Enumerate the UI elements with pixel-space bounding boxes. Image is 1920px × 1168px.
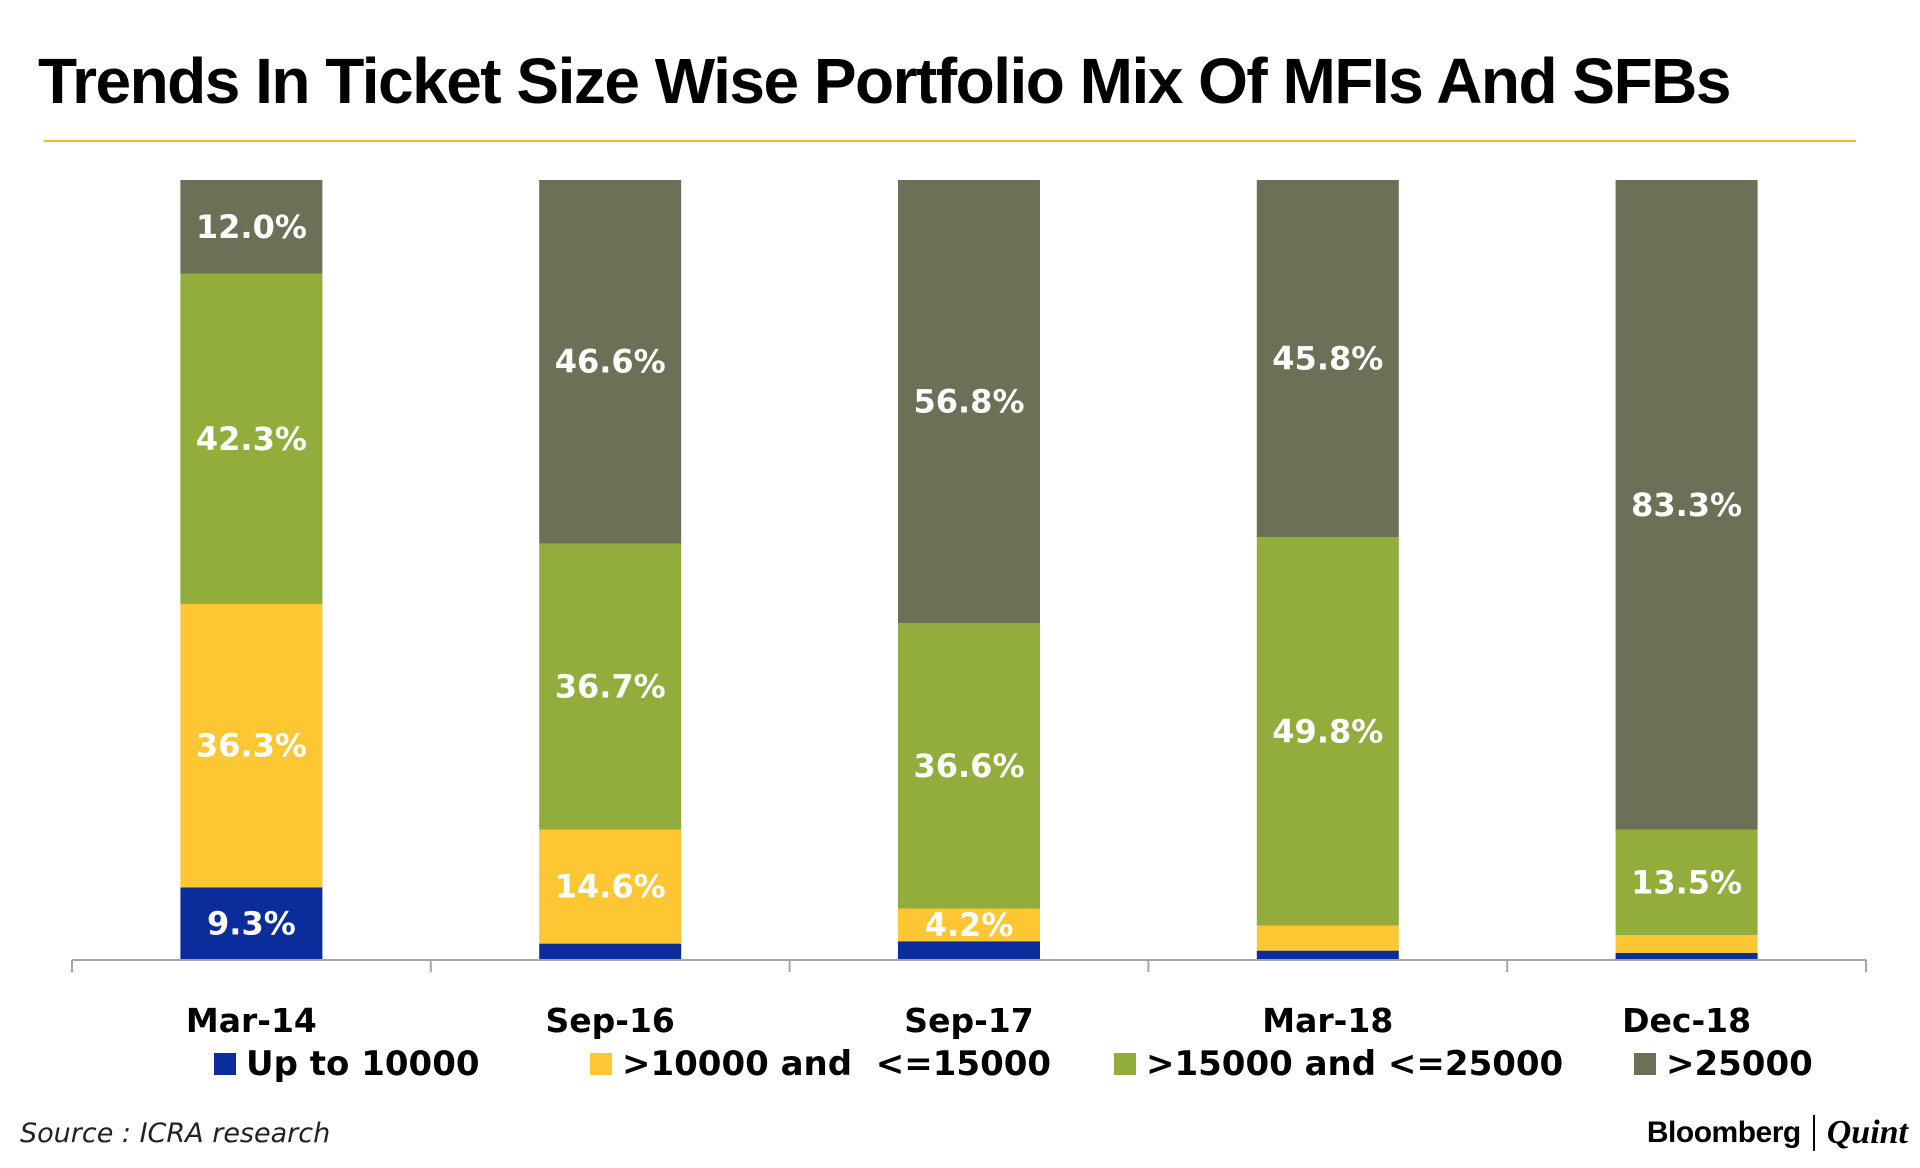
legend-label-15000-to-25000: >15000 and <=25000 [1146,1044,1564,1084]
bar-mar-14-15000-and-25000 [180,273,323,604]
data-label-sep-16-10000-and-15000: 14.6% [555,868,666,906]
data-label-sep-17-25000: 56.8% [913,383,1024,421]
legend-item-up-to-10000: Up to 10000 [214,1044,480,1084]
legend-label-up-to-10000: Up to 10000 [246,1044,480,1084]
x-tick-label-mar-18: Mar-18 [1262,1001,1393,1040]
x-tick-label-dec-18: Dec-18 [1622,1001,1751,1040]
chart-title: Trends In Ticket Size Wise Portfolio Mix… [38,45,1731,117]
bar-mar-18-10000-and-15000 [1256,925,1399,951]
bar-sep-17-10000-and-15000 [898,908,1040,942]
brand-separator [1812,1115,1815,1151]
data-label-mar-18-25000: 45.8% [1272,340,1383,378]
data-label-mar-14-25000: 12.0% [196,208,307,246]
bar-sep-16-10000-and-15000 [539,829,682,944]
brand-bloomberg: Bloomberg [1646,1116,1801,1149]
bar-dec-18-10000-and-15000 [1615,935,1758,953]
data-label-dec-18-25000: 83.3% [1631,486,1742,524]
bar-sep-16-15000-and-25000 [539,543,682,830]
legend-label-10000-to-15000: >10000 and <=15000 [622,1044,1052,1084]
legend-swatch-15000-to-25000 [1114,1053,1136,1075]
legend: Up to 10000 >10000 and <=15000 >15000 an… [0,1044,1920,1088]
bar-mar-18-up-to-10000 [1256,950,1399,960]
data-labels-layer: 9.3% 36.3% 42.3% 12.0% 14.6% 36.7% 46.6% 4.2% 36… [196,208,1742,944]
brand-logo: Bloomberg Quint [1647,1114,1908,1152]
stacked-bar-chart: Mar-14 Sep-16 Sep-17 Mar-18 Dec-18 9.3% 36.3%… [71,180,1867,1040]
source-note: Source : ICRA research [20,1118,331,1149]
x-axis: Mar-14 Sep-16 Sep-17 Mar-18 Dec-18 [71,959,1867,1040]
bar-mar-14-up-to-10000 [180,887,323,960]
legend-label-above-25000: >25000 [1666,1044,1813,1084]
bar-mar-18-15000-and-25000 [1256,537,1399,926]
data-label-mar-14-10000-and-15000: 36.3% [196,727,307,765]
brand-quint: Quint [1826,1114,1908,1151]
data-label-mar-14-15000-and-25000: 42.3% [196,420,307,458]
legend-item-15000-to-25000: >15000 and <=25000 [1114,1044,1563,1084]
data-label-sep-17-10000-and-15000: 4.2% [925,906,1014,944]
bar-sep-16-up-to-10000 [539,943,682,960]
data-label-sep-17-15000-and-25000: 36.6% [913,747,1024,785]
data-label-dec-18-15000-and-25000: 13.5% [1631,863,1742,901]
bar-mar-18-25000 [1256,180,1399,538]
bar-sep-16-25000 [539,180,682,544]
legend-item-10000-to-15000: >10000 and <=15000 [590,1044,1051,1084]
title-divider [44,140,1856,142]
bar-sep-17-15000-and-25000 [898,623,1040,909]
bars-layer [180,180,1758,960]
x-tick-label-mar-14: Mar-14 [186,1001,317,1040]
x-tick-label-sep-17: Sep-17 [904,1001,1033,1040]
bar-sep-17-25000 [898,180,1040,624]
legend-swatch-above-25000 [1634,1053,1656,1075]
data-label-mar-14-up-to-10000: 9.3% [207,905,296,943]
legend-swatch-up-to-10000 [214,1053,236,1075]
bar-mar-14-10000-and-15000 [180,603,323,888]
x-tick-label-sep-16: Sep-16 [546,1001,675,1040]
data-label-sep-16-15000-and-25000: 36.7% [555,668,666,706]
bar-dec-18-25000 [1615,180,1758,830]
data-label-mar-18-15000-and-25000: 49.8% [1272,712,1383,750]
legend-swatch-10000-to-15000 [590,1053,612,1075]
data-label-sep-16-25000: 46.6% [555,343,666,381]
bar-mar-14-25000 [180,180,323,274]
bar-sep-17-up-to-10000 [898,941,1040,960]
bar-dec-18-15000-and-25000 [1615,829,1758,936]
bar-dec-18-up-to-10000 [1615,952,1758,960]
legend-item-above-25000: >25000 [1634,1044,1813,1084]
